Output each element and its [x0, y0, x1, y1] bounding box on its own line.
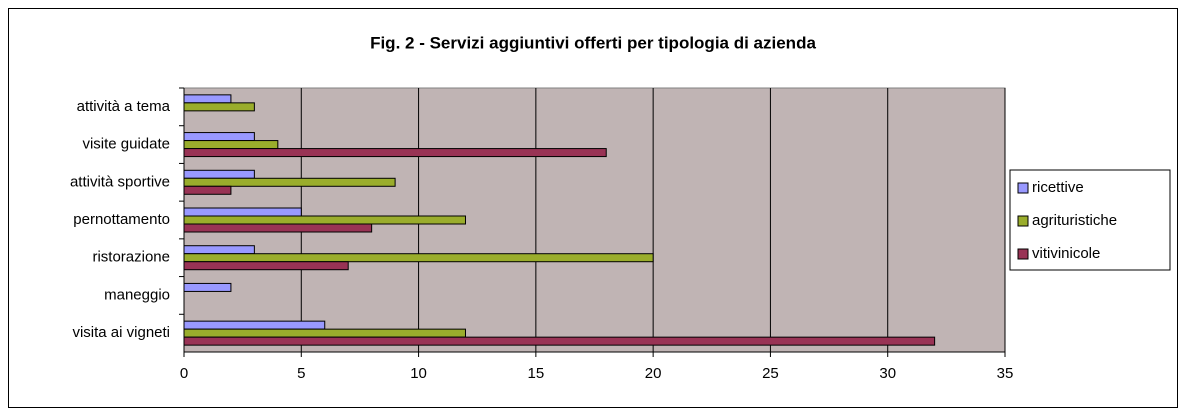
bar [183, 132, 255, 142]
bar [183, 320, 326, 330]
y-tick-label: attività sportive [70, 173, 170, 190]
bar [183, 148, 607, 158]
y-tick-label: maneggio [104, 286, 170, 303]
bar [183, 253, 654, 263]
x-tick-label: 5 [297, 365, 305, 382]
y-tick-label: attività a tema [77, 98, 171, 115]
bar [183, 261, 349, 271]
x-tick-label: 30 [879, 365, 896, 382]
bar [183, 215, 466, 225]
y-tick-label: visita ai vigneti [72, 324, 170, 341]
bar [183, 282, 232, 292]
legend-box [1009, 169, 1171, 271]
x-tick-label: 35 [997, 365, 1014, 382]
bar [183, 102, 255, 112]
legend-swatch [1017, 248, 1029, 260]
legend-label: ricettive [1032, 179, 1084, 196]
bar [183, 185, 232, 195]
bar [183, 169, 255, 179]
legend-label: vitivinicole [1032, 245, 1100, 262]
chart-title: Fig. 2 - Servizi aggiuntivi offerti per … [370, 33, 816, 52]
bar [183, 177, 396, 187]
legend-label: agrituristiche [1032, 212, 1117, 229]
bar [183, 223, 373, 233]
bar [183, 94, 232, 104]
x-tick-label: 15 [528, 365, 545, 382]
y-tick-label: pernottamento [73, 211, 170, 228]
bar [183, 207, 302, 217]
x-tick-label: 0 [180, 365, 188, 382]
bar [183, 140, 279, 150]
legend-swatch [1017, 182, 1029, 194]
x-tick-label: 25 [762, 365, 779, 382]
y-tick-label: ristorazione [92, 249, 170, 266]
bar [183, 336, 936, 346]
bar [183, 245, 255, 255]
bar [183, 328, 466, 338]
x-tick-label: 10 [410, 365, 427, 382]
legend-swatch [1017, 215, 1029, 227]
y-tick-label: visite guidate [82, 136, 170, 153]
x-tick-label: 20 [645, 365, 662, 382]
